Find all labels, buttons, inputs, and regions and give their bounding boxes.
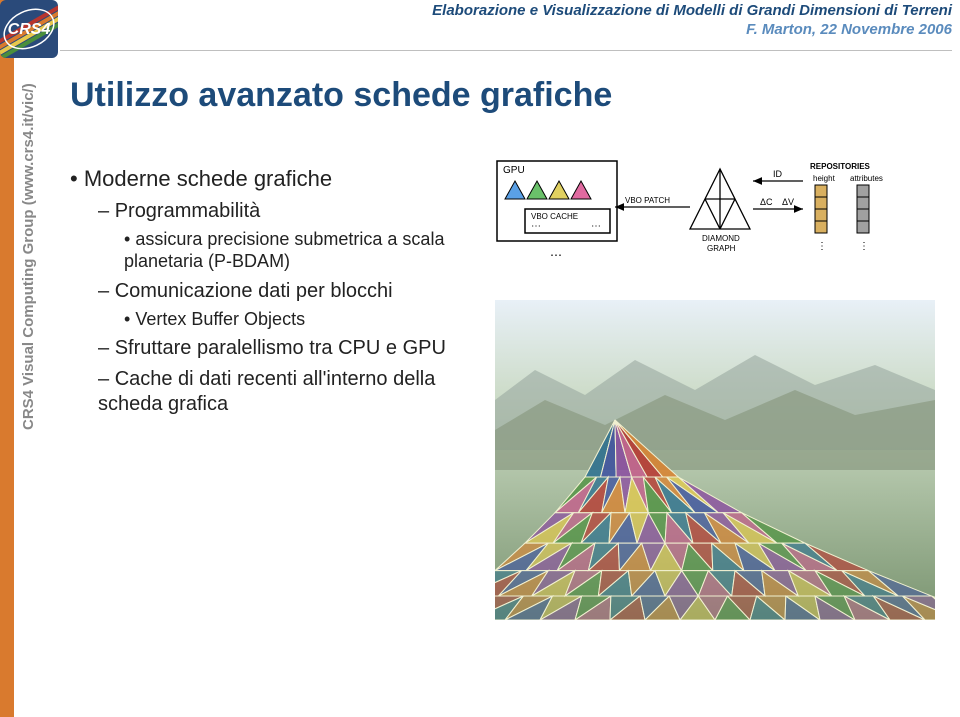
bullet-l3: assicura precisione submetrica a scala p…: [124, 228, 470, 273]
diagram-label-vbocache: VBO CACHE: [531, 212, 578, 221]
bullet-l2: Programmabilità assicura precisione subm…: [98, 199, 470, 273]
architecture-diagram: GPU VBO CACHE ⋯ ⋯ ⋯ VBO PATCH DIAMOND GR…: [495, 159, 895, 289]
svg-text:⋯: ⋯: [531, 221, 541, 232]
svg-text:GRAPH: GRAPH: [707, 244, 736, 253]
diagram-label-id: ID: [773, 169, 783, 179]
bullet-l2: Comunicazione dati per blocchi Vertex Bu…: [98, 279, 470, 331]
diagram-label-height: height: [813, 174, 836, 183]
diagram-label-gpu: GPU: [503, 165, 525, 176]
header-title: Elaborazione e Visualizzazione di Modell…: [60, 2, 952, 19]
diagram-label-repos: REPOSITORIES: [810, 162, 871, 171]
svg-text:⋮: ⋮: [859, 241, 869, 252]
left-stripe: [0, 0, 14, 717]
slide-header: Elaborazione e Visualizzazione di Modell…: [60, 2, 952, 38]
crs4-logo: CRS4: [0, 0, 58, 58]
diagram-label-dv: ΔV: [782, 197, 794, 207]
logo-text: CRS4: [8, 21, 51, 38]
svg-text:⋯: ⋯: [550, 248, 562, 262]
svg-text:⋮: ⋮: [817, 241, 827, 252]
diagram-label-attrs: attributes: [850, 174, 883, 183]
bullet-l2: Sfruttare paralellismo tra CPU e GPU: [98, 336, 470, 361]
slide-title: Utilizzo avanzato schede grafiche: [70, 76, 612, 115]
diagram-label-dc: ΔC: [760, 197, 773, 207]
header-subtitle: F. Marton, 22 Novembre 2006: [60, 21, 952, 38]
diagram-label-diamond: DIAMOND: [702, 234, 740, 243]
svg-text:⋯: ⋯: [591, 221, 601, 232]
terrain-render: [495, 300, 935, 620]
bullet-l1: Moderne schede grafiche Programmabilità …: [70, 165, 470, 417]
diagram-label-vbopatch: VBO PATCH: [625, 196, 670, 205]
side-label: CRS4 Visual Computing Group (www.crs4.it…: [20, 83, 37, 430]
bullet-content: Moderne schede grafiche Programmabilità …: [70, 165, 470, 425]
header-rule: [60, 50, 952, 51]
bullet-l3: Vertex Buffer Objects: [124, 308, 470, 331]
bullet-l2: Cache di dati recenti all'interno della …: [98, 367, 470, 417]
